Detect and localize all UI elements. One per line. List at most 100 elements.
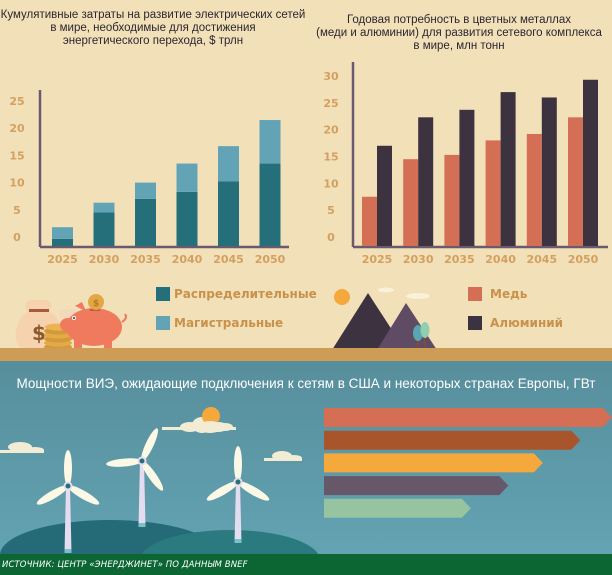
legend-swatch-aluminum — [468, 316, 482, 330]
y-tick-label: 25 — [323, 97, 338, 110]
chart-investment-title: Кумулятивные затраты на развитие электри… — [0, 9, 306, 48]
turbine-tower — [64, 486, 72, 553]
sun-icon — [334, 289, 350, 305]
bar-aluminum — [377, 145, 392, 246]
turbine-blade — [141, 460, 164, 491]
turbine-blade — [237, 481, 270, 501]
wind-turbine-icon — [36, 450, 100, 553]
turbine-blade — [36, 485, 69, 505]
turbine-blade — [67, 485, 100, 505]
arrow-bar — [324, 453, 543, 473]
title-line: (меди и алюминии) для развития сетевого … — [316, 27, 602, 39]
bar-distribution — [259, 163, 281, 246]
source-note: ИСТОЧНИК: ЦЕНТР «ЭНЕРДЖИНЕТ» ПО ДАННЫМ B… — [2, 560, 248, 570]
x-tick-label: 2040 — [172, 253, 203, 266]
x-tick-label: 2035 — [444, 253, 475, 266]
turbine-tower — [234, 482, 242, 543]
turbine-base — [64, 549, 72, 553]
turbine-hub-center — [139, 458, 145, 464]
title-line: в мире, млн тонн — [413, 40, 505, 52]
bar-copper — [362, 196, 377, 246]
legend-swatch-distribution — [156, 287, 170, 301]
title-line: Годовая потребность в цветных металлах — [346, 14, 572, 26]
title-line: энергетического перехода, $ трлн — [62, 35, 244, 47]
y-tick-label: 10 — [9, 177, 25, 190]
turbine-blade — [234, 446, 242, 482]
wind-turbine-icon — [106, 428, 164, 527]
bar-trunk — [52, 227, 73, 239]
ground-strip — [0, 348, 612, 361]
x-tick-label: 2030 — [89, 253, 120, 266]
x-tick-label: 2045 — [213, 253, 244, 266]
arrow-bar — [324, 408, 612, 427]
bar-trunk — [218, 146, 239, 182]
arrow-bar — [324, 498, 471, 518]
sun-icon — [202, 407, 220, 425]
legend-label-distribution: Распределительные — [174, 287, 317, 301]
y-tick-label: 15 — [323, 151, 338, 164]
y-tick-label: 25 — [9, 95, 24, 108]
chart-renewables-title: Мощности ВИЭ, ожидающие подключения к се… — [16, 376, 596, 391]
chart-metals-title: Годовая потребность в цветных металлах (… — [306, 14, 612, 53]
cloud-icon — [378, 287, 394, 293]
bar-copper — [403, 159, 419, 246]
title-line: в мире, необходимые для достижения — [50, 22, 256, 34]
bar-distribution — [218, 181, 239, 246]
turbine-tower — [138, 461, 146, 527]
bar-aluminum — [418, 117, 434, 246]
turbine-hub-center — [65, 483, 71, 489]
bar-distribution — [93, 212, 115, 246]
arrow-bar — [324, 430, 581, 450]
tree-icon — [413, 322, 430, 349]
bar-copper — [444, 154, 460, 246]
x-tick-label: 2050 — [255, 253, 286, 266]
x-tick-label: 2050 — [568, 253, 599, 266]
x-tick-label: 2045 — [526, 253, 557, 266]
turbine-blade — [141, 428, 159, 462]
y-tick-label: 5 — [13, 204, 21, 217]
turbine-blade — [64, 450, 72, 486]
bar-aluminum — [459, 109, 475, 246]
bar-trunk — [93, 202, 115, 213]
svg-text:$: $ — [93, 299, 99, 309]
cloud-icon — [406, 293, 430, 299]
chart-renewables-queue — [324, 408, 612, 518]
bar-distribution — [135, 198, 156, 246]
bar-aluminum — [541, 97, 557, 246]
y-tick-label: 15 — [9, 149, 24, 162]
x-tick-label: 2025 — [362, 253, 393, 266]
y-tick-label: 0 — [13, 231, 21, 244]
y-tick-label: 20 — [9, 122, 25, 135]
piggy-bank-icon: $ — [60, 294, 127, 350]
money-illustration: $ $ — [15, 294, 127, 351]
title-line: Кумулятивные затраты на развитие электри… — [0, 9, 306, 21]
y-tick-label: 20 — [323, 124, 339, 137]
x-tick-label: 2025 — [47, 253, 78, 266]
bar-distribution — [176, 191, 198, 246]
y-tick-label: 30 — [323, 70, 339, 83]
bar-copper — [568, 117, 583, 246]
cloud-icon — [0, 442, 44, 453]
bar-trunk — [176, 163, 198, 192]
bar-aluminum — [583, 79, 598, 246]
x-tick-label: 2030 — [403, 253, 434, 266]
x-tick-label: 2035 — [130, 253, 161, 266]
legend-swatch-copper — [468, 287, 482, 301]
turbine-hub-center — [235, 479, 241, 485]
bar-trunk — [135, 182, 156, 199]
x-tick-label: 2040 — [485, 253, 516, 266]
svg-text:$: $ — [32, 321, 46, 345]
bar-copper — [526, 133, 542, 246]
bar-trunk — [259, 120, 281, 164]
footer-bar — [0, 554, 612, 575]
money-bag-icon: $ — [15, 300, 63, 350]
turbine-blade — [106, 458, 143, 467]
cloud-icon — [264, 451, 302, 461]
bar-copper — [485, 140, 501, 246]
y-tick-label: 5 — [327, 204, 335, 217]
legend-label-aluminum: Алюминий — [490, 316, 564, 330]
turbine-base — [234, 539, 242, 543]
y-tick-label: 10 — [323, 177, 339, 190]
